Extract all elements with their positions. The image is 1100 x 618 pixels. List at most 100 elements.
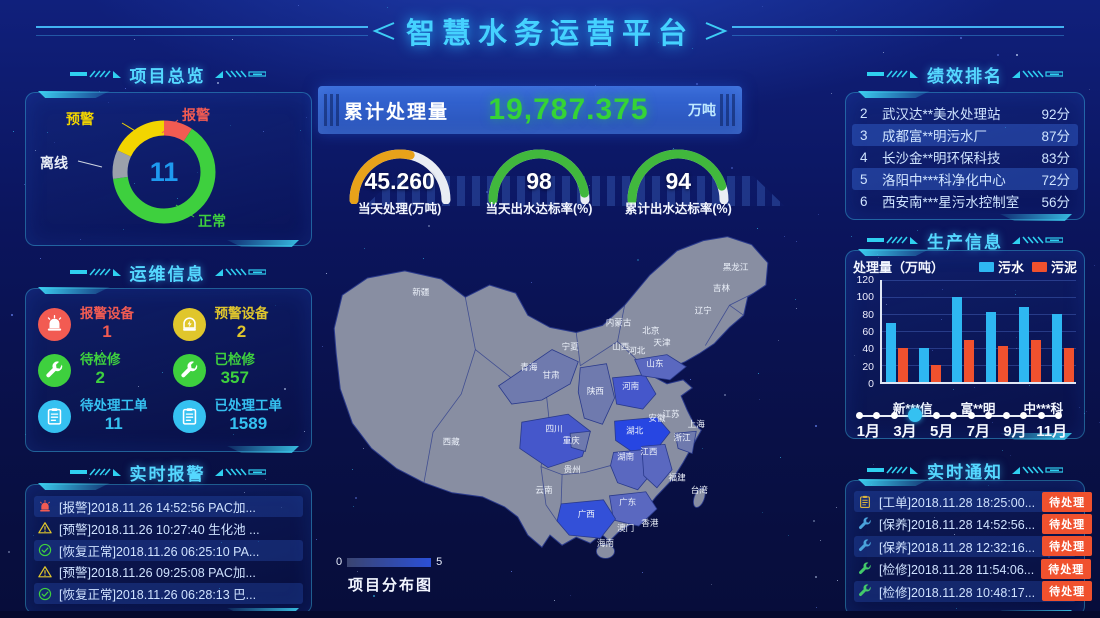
bar-污泥[interactable] [998,346,1008,382]
gauge-当天出水达标率(%)[interactable]: 98 当天出水达标率(%) [469,142,608,234]
bar-污泥[interactable] [1031,340,1041,382]
province-label-广东[interactable]: 广东 [619,496,637,507]
timeline-dot[interactable] [1038,412,1045,419]
province-label-辽宁[interactable]: 辽宁 [695,304,712,315]
ops-stat-待检修[interactable]: 待检修 2 [38,347,165,393]
province-label-台湾[interactable]: 台湾 [691,484,709,495]
province-label-河南[interactable]: 河南 [622,380,640,391]
timeline-dot[interactable] [985,412,992,419]
province-label-天津[interactable]: 天津 [653,338,671,348]
bar-污水[interactable] [919,348,929,382]
bar-污水[interactable] [1052,314,1062,382]
province-label-西藏[interactable]: 西藏 [443,435,461,446]
province-label-北京[interactable]: 北京 [642,324,660,335]
bar-污泥[interactable] [1064,348,1074,382]
timeline-dot[interactable] [856,412,863,419]
province-label-贵州[interactable]: 贵州 [564,464,581,475]
ops-stat-预警设备[interactable]: 预警设备 2 [173,301,300,347]
province-label-陕西[interactable]: 陕西 [587,385,605,396]
province-label-上海[interactable]: 上海 [688,418,706,429]
province-label-湖南[interactable]: 湖南 [617,451,635,462]
province-label-甘肃[interactable]: 甘肃 [542,369,560,380]
bar-污水[interactable] [952,297,962,382]
donut-label-alarm: 报警 [182,105,210,125]
pending-badge[interactable]: 待处理 [1042,536,1092,556]
list-item[interactable]: [工单]2018.11.28 18:25:00... 待处理 [854,491,1076,512]
province-label-安徽[interactable]: 安徽 [648,412,666,423]
china-map[interactable]: 新疆 西藏 青海 甘肃 宁夏 内蒙古 黑龙江 吉林 辽宁 北京 天津 河北 山西 山东 河南 陕西 江苏 安徽 上海… [312,232,786,566]
ranking-row-2[interactable]: 2 武汉达**美水处理站 92分 [852,102,1078,124]
ops-stat-待处理工单[interactable]: 待处理工单 11 [38,393,165,439]
list-item[interactable]: [预警]2018.11.26 10:27:40 生化池 ... [34,518,303,539]
list-item[interactable]: [检修]2018.11.28 10:48:17... 待处理 [854,581,1076,602]
legend-gradient-bar[interactable] [347,558,431,567]
province-label-河北[interactable]: 河北 [628,345,646,356]
pending-badge[interactable]: 待处理 [1042,581,1092,601]
pending-badge[interactable]: 待处理 [1042,492,1092,512]
bar-污水[interactable] [1019,307,1029,382]
province-label-内蒙古[interactable]: 内蒙古 [606,316,632,327]
timeline-dot[interactable] [891,412,898,419]
ranking-row-3[interactable]: 3 成都富**明污水厂 87分 [852,124,1078,146]
list-item[interactable]: [检修]2018.11.28 11:54:06... 待处理 [854,558,1076,579]
timeline-dot[interactable] [1055,412,1062,419]
timeline-dot[interactable] [1020,412,1027,419]
month-label[interactable]: 9月 [997,420,1034,441]
province-label-香港[interactable]: 香港 [641,517,659,528]
check-icon [38,587,52,601]
province-label-云南[interactable]: 云南 [535,484,553,495]
legend-item-sewage[interactable]: 污水 [979,257,1024,276]
ranking-row-5[interactable]: 5 洛阳中***科净化中心 72分 [852,168,1078,190]
month-label[interactable]: 5月 [923,420,960,441]
province-label-重庆[interactable]: 重庆 [563,434,581,445]
province-label-宁夏[interactable]: 宁夏 [562,341,580,352]
list-item[interactable]: [保养]2018.11.28 14:52:56... 待处理 [854,513,1076,534]
bar-污水[interactable] [886,323,896,383]
legend-item-sludge[interactable]: 污泥 [1032,257,1077,276]
ranking-row-6[interactable]: 6 西安南***星污水控制室 56分 [852,190,1078,212]
province-label-福建[interactable]: 福建 [669,472,687,483]
province-label-山东[interactable]: 山东 [646,358,664,369]
province-label-广西[interactable]: 广西 [578,508,596,519]
pending-badge[interactable]: 待处理 [1042,514,1092,534]
province-label-四川[interactable]: 四川 [545,423,562,433]
list-item[interactable]: [保养]2018.11.28 12:32:16... 待处理 [854,536,1076,557]
province-label-浙江[interactable]: 浙江 [674,431,692,442]
province-label-吉林[interactable]: 吉林 [713,282,731,293]
production-bar-chart[interactable]: 120 100 80 60 40 20 0 [850,280,1078,398]
pending-badge[interactable]: 待处理 [1041,559,1091,579]
list-item[interactable]: [预警]2018.11.26 09:25:08 PAC加... [34,561,303,582]
gauge-累计出水达标率(%)[interactable]: 94 累计出水达标率(%) [609,142,748,234]
timeline-dot[interactable] [1003,412,1010,419]
gauge-当天处理(万吨)[interactable]: 45.260 当天处理(万吨) [330,142,469,234]
timeline-dot[interactable] [950,412,957,419]
bar-污泥[interactable] [898,348,908,382]
month-label[interactable]: 11月 [1033,420,1070,441]
ops-stat-已检修[interactable]: 已检修 357 [173,347,300,393]
province-label-新疆[interactable]: 新疆 [412,286,430,297]
ranking-row-4[interactable]: 4 长沙金**明环保科技 83分 [852,146,1078,168]
month-label[interactable]: 1月 [850,420,887,441]
list-item[interactable]: [恢复正常]2018.11.26 06:25:10 PA... [34,540,303,561]
province-label-澳门[interactable]: 澳门 [617,522,634,533]
province-label-海南[interactable]: 海南 [597,537,615,548]
ops-stat-报警设备[interactable]: 报警设备 1 [38,301,165,347]
ops-stat-已处理工单[interactable]: 已处理工单 1589 [173,393,300,439]
bar-污水[interactable] [986,312,996,382]
province-label-黑龙江[interactable]: 黑龙江 [723,261,749,272]
bar-污泥[interactable] [931,365,941,382]
timeline-dot[interactable] [873,412,880,419]
list-item[interactable]: [恢复正常]2018.11.26 06:28:13 巴... [34,583,303,604]
province-label-青海[interactable]: 青海 [520,361,538,372]
timeline-dot[interactable] [933,412,940,419]
production-section-header: 生产信息 [845,228,1085,252]
province-label-江西[interactable]: 江西 [640,446,658,456]
province-label-山西[interactable]: 山西 [612,342,630,352]
timeline-dot[interactable] [968,412,975,419]
bar-污泥[interactable] [964,340,974,383]
month-label[interactable]: 7月 [960,420,997,441]
star [1016,54,1018,56]
province-label-湖北[interactable]: 湖北 [626,425,644,435]
list-item[interactable]: [报警]2018.11.26 14:52:56 PAC加... [34,496,303,517]
month-label[interactable]: 3月 [887,420,924,441]
